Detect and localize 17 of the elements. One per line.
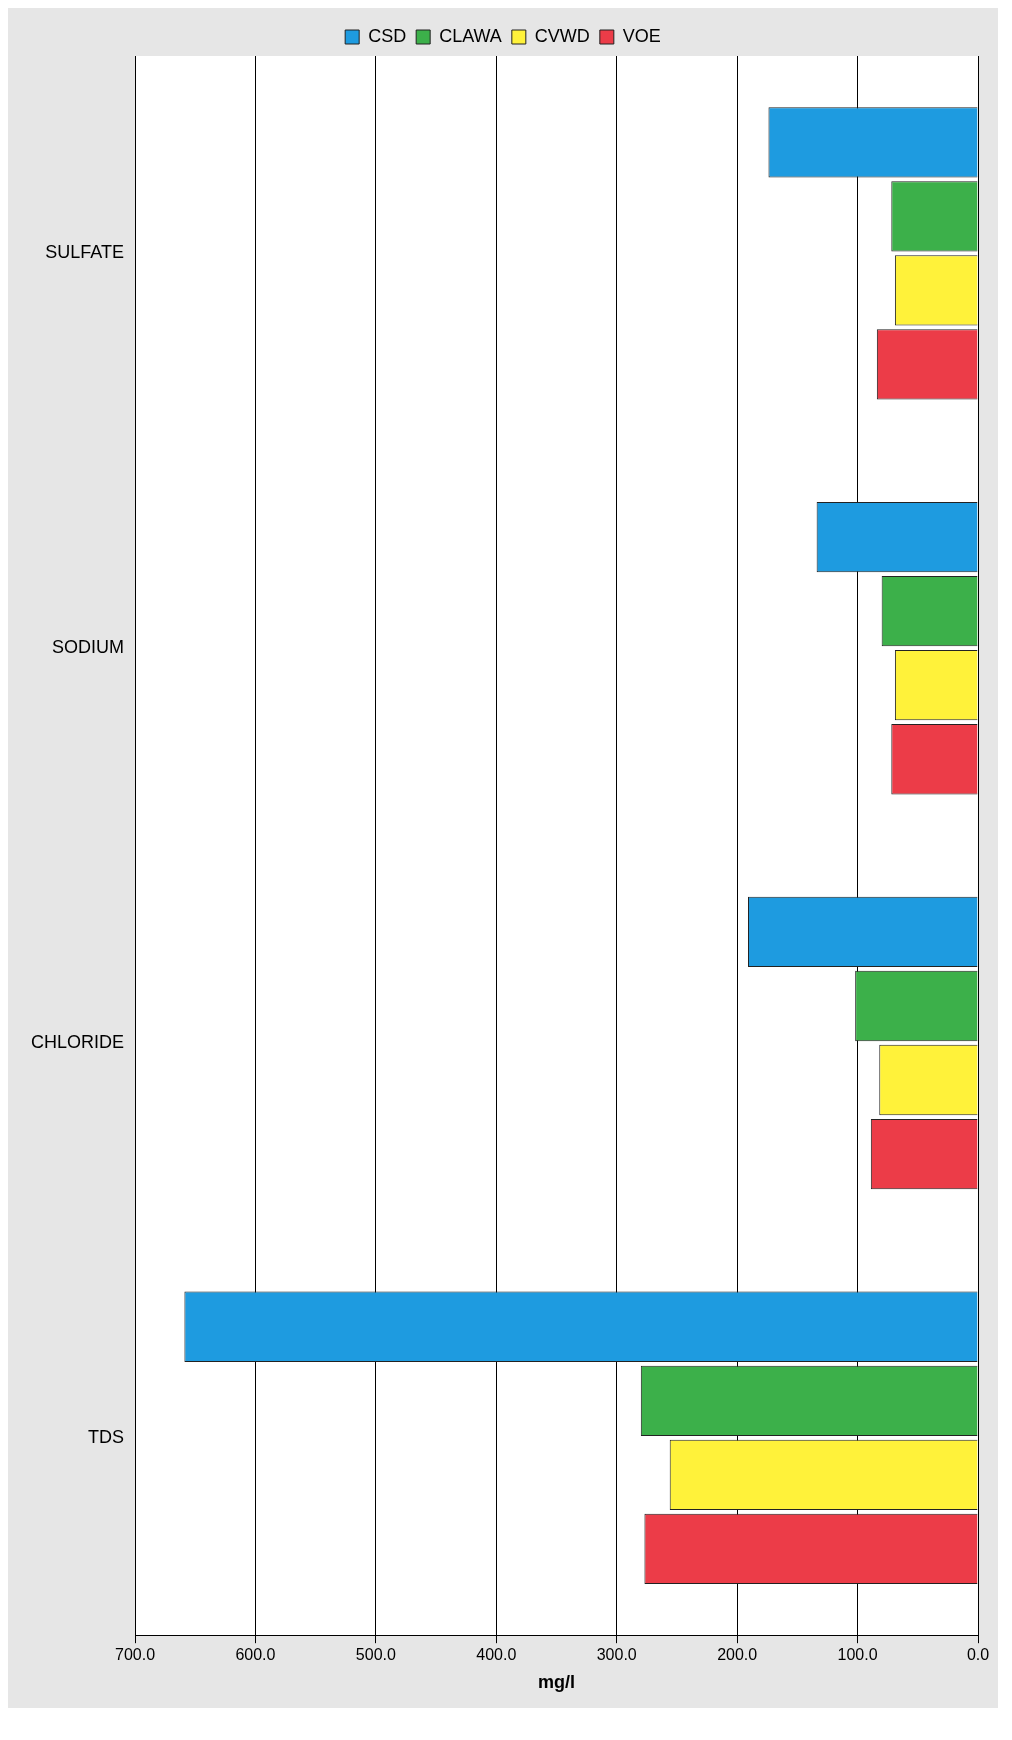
y-tick-label: SODIUM (52, 637, 125, 658)
y-tick-label: SULFATE (45, 242, 125, 263)
x-axis-title: mg/l (538, 1672, 576, 1693)
x-tick-label: 500.0 (355, 1646, 396, 1664)
legend-label: CVWD (534, 25, 590, 46)
legend-label: CLAWA (439, 25, 502, 46)
x-tick-label: 200.0 (717, 1646, 758, 1664)
x-tick-label: 100.0 (837, 1646, 878, 1664)
x-tick-label: 700.0 (114, 1646, 156, 1664)
x-tick-label: 0.0 (966, 1646, 990, 1664)
y-tick-label: CHLORIDE (31, 1031, 125, 1052)
x-tick-label: 600.0 (235, 1646, 276, 1664)
legend-label: CSD (368, 25, 407, 46)
legend-label: VOE (622, 25, 661, 46)
y-tick-label: TDS (88, 1426, 125, 1447)
x-tick-label: 400.0 (476, 1646, 517, 1664)
x-tick-label: 300.0 (596, 1646, 637, 1664)
